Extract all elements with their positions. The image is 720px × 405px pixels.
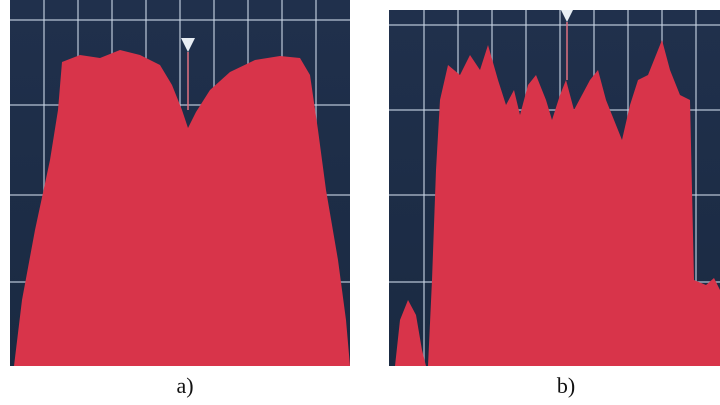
- panel-a: [10, 0, 350, 366]
- marker: [181, 38, 195, 52]
- marker: [561, 10, 573, 22]
- caption: a): [176, 373, 193, 398]
- spectrum-trace: [428, 40, 720, 366]
- spectrum-trace: [395, 300, 426, 366]
- panel-b: [389, 10, 720, 366]
- caption: b): [557, 373, 575, 398]
- spectrum-trace: [14, 50, 350, 366]
